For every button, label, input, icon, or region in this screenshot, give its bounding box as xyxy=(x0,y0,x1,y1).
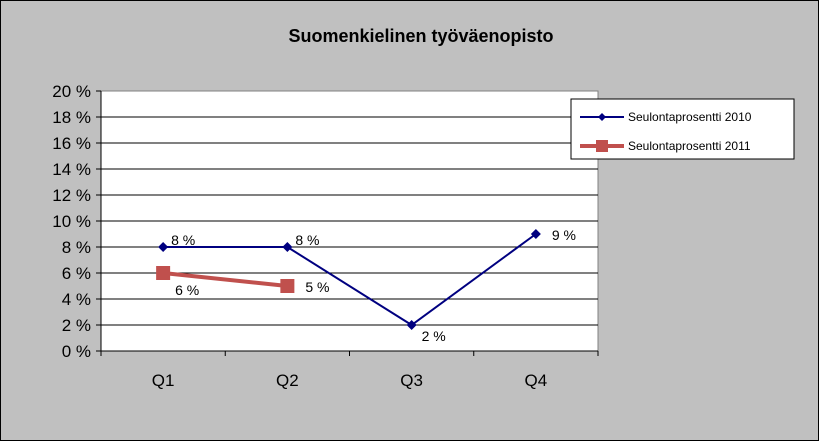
y-tick-label: 2 % xyxy=(62,316,91,335)
y-tick-label: 12 % xyxy=(52,186,91,205)
legend-box xyxy=(570,98,795,160)
y-tick-label: 8 % xyxy=(62,238,91,257)
series-line xyxy=(162,271,288,288)
x-tick-label: Q1 xyxy=(152,371,175,390)
data-label: 5 % xyxy=(305,279,329,295)
y-tick-label: 14 % xyxy=(52,160,91,179)
chart-title: Suomenkielinen työväenopisto xyxy=(288,26,554,46)
x-tick-label: Q4 xyxy=(525,371,548,390)
data-label: 2 % xyxy=(422,328,446,344)
y-tick-label: 20 % xyxy=(52,82,91,101)
data-point xyxy=(282,242,293,252)
x-tick-label: Q3 xyxy=(400,371,423,390)
y-tick-label: 0 % xyxy=(62,342,91,361)
data-label: 6 % xyxy=(175,282,199,298)
y-tick-label: 4 % xyxy=(62,290,91,309)
data-labels: 8 % 8 % 2 % 9 % 6 % 5 % xyxy=(171,227,576,344)
legend-marker xyxy=(598,113,606,121)
series-line xyxy=(163,233,537,327)
legend-label: Seulontaprosentti 2010 xyxy=(628,110,752,124)
x-tick-label: Q2 xyxy=(276,371,299,390)
gridlines xyxy=(101,116,598,326)
legend: Seulontaprosentti 2010 Seulontaprosentti … xyxy=(570,98,795,160)
series-layer xyxy=(156,229,541,330)
y-tick-label: 10 % xyxy=(52,212,91,231)
axes: 0 % 2 % 4 % 6 % 8 % 10 % 12 % 14 % 16 % 18 % 20 % Q… xyxy=(52,82,599,390)
data-point xyxy=(156,266,171,280)
y-tick-label: 16 % xyxy=(52,134,91,153)
data-point xyxy=(406,320,417,330)
data-point xyxy=(530,229,541,239)
y-tick-label: 6 % xyxy=(62,264,91,283)
data-label: 8 % xyxy=(295,232,319,248)
data-point xyxy=(158,242,169,252)
data-label: 9 % xyxy=(552,227,576,243)
data-point xyxy=(280,279,295,293)
y-tick-label: 18 % xyxy=(52,108,91,127)
legend-marker xyxy=(596,140,608,152)
legend-label: Seulontaprosentti 2011 xyxy=(628,139,751,153)
data-label: 8 % xyxy=(171,232,195,248)
